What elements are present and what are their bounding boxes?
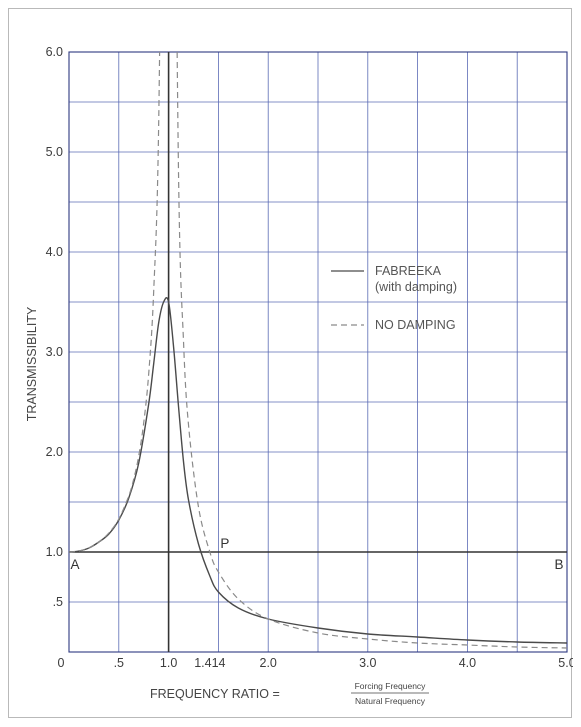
x-tick-label: .5 xyxy=(114,656,124,670)
y-tick-label: 6.0 xyxy=(46,45,63,59)
y-tick-label: 2.0 xyxy=(46,445,63,459)
y-tick-label: 3.0 xyxy=(46,345,63,359)
plot-border xyxy=(68,51,568,653)
legend: FABREEKA (with damping) NO DAMPING xyxy=(331,264,457,332)
y-tick-label: 1.0 xyxy=(46,545,63,559)
x-tick-label: 3.0 xyxy=(359,656,376,670)
x-axis-title: FREQUENCY RATIO = Forcing Frequency Natu… xyxy=(150,681,429,706)
x-tick-label: 4.0 xyxy=(459,656,476,670)
y-axis-title: TRANSMISSIBILITY xyxy=(25,306,39,421)
point-label-b: B xyxy=(554,557,563,572)
x-axis-title-text: FREQUENCY RATIO = xyxy=(150,687,280,701)
x-tick-label: 5.0 xyxy=(558,656,573,670)
y-tick-label: .5 xyxy=(53,595,63,609)
series-line-no-damping xyxy=(69,52,567,649)
grid xyxy=(68,51,568,653)
x-tick-label: 1.0 xyxy=(160,656,177,670)
point-markers: A B P xyxy=(70,536,563,572)
y-tick-label: 4.0 xyxy=(46,245,63,259)
chart-frame: 0 .5 1.0 1.414 2.0 3.0 4.0 5.0 .5 1.0 2.0 3.0 4.0 5.0… xyxy=(8,8,573,718)
y-tick-label: 5.0 xyxy=(46,145,63,159)
x-tick-label: 1.414 xyxy=(194,656,225,670)
tick-labels: 0 .5 1.0 1.414 2.0 3.0 4.0 5.0 .5 1.0 2.0 3.0 4.0 5.0… xyxy=(46,45,573,670)
legend-label-fabreeka: FABREEKA xyxy=(375,264,442,278)
point-label-a: A xyxy=(70,557,79,572)
x-axis-title-numerator: Forcing Frequency xyxy=(355,681,427,691)
series-group xyxy=(69,52,567,649)
x-tick-label: 0 xyxy=(58,656,65,670)
point-label-p: P xyxy=(220,536,229,551)
transmissibility-chart: 0 .5 1.0 1.414 2.0 3.0 4.0 5.0 .5 1.0 2.0 3.0 4.0 5.0… xyxy=(25,45,573,706)
x-tick-label: 2.0 xyxy=(260,656,277,670)
legend-label-fabreeka-sub: (with damping) xyxy=(375,280,457,294)
x-axis-title-denominator: Natural Frequency xyxy=(355,696,426,706)
legend-label-no-damping: NO DAMPING xyxy=(375,318,456,332)
